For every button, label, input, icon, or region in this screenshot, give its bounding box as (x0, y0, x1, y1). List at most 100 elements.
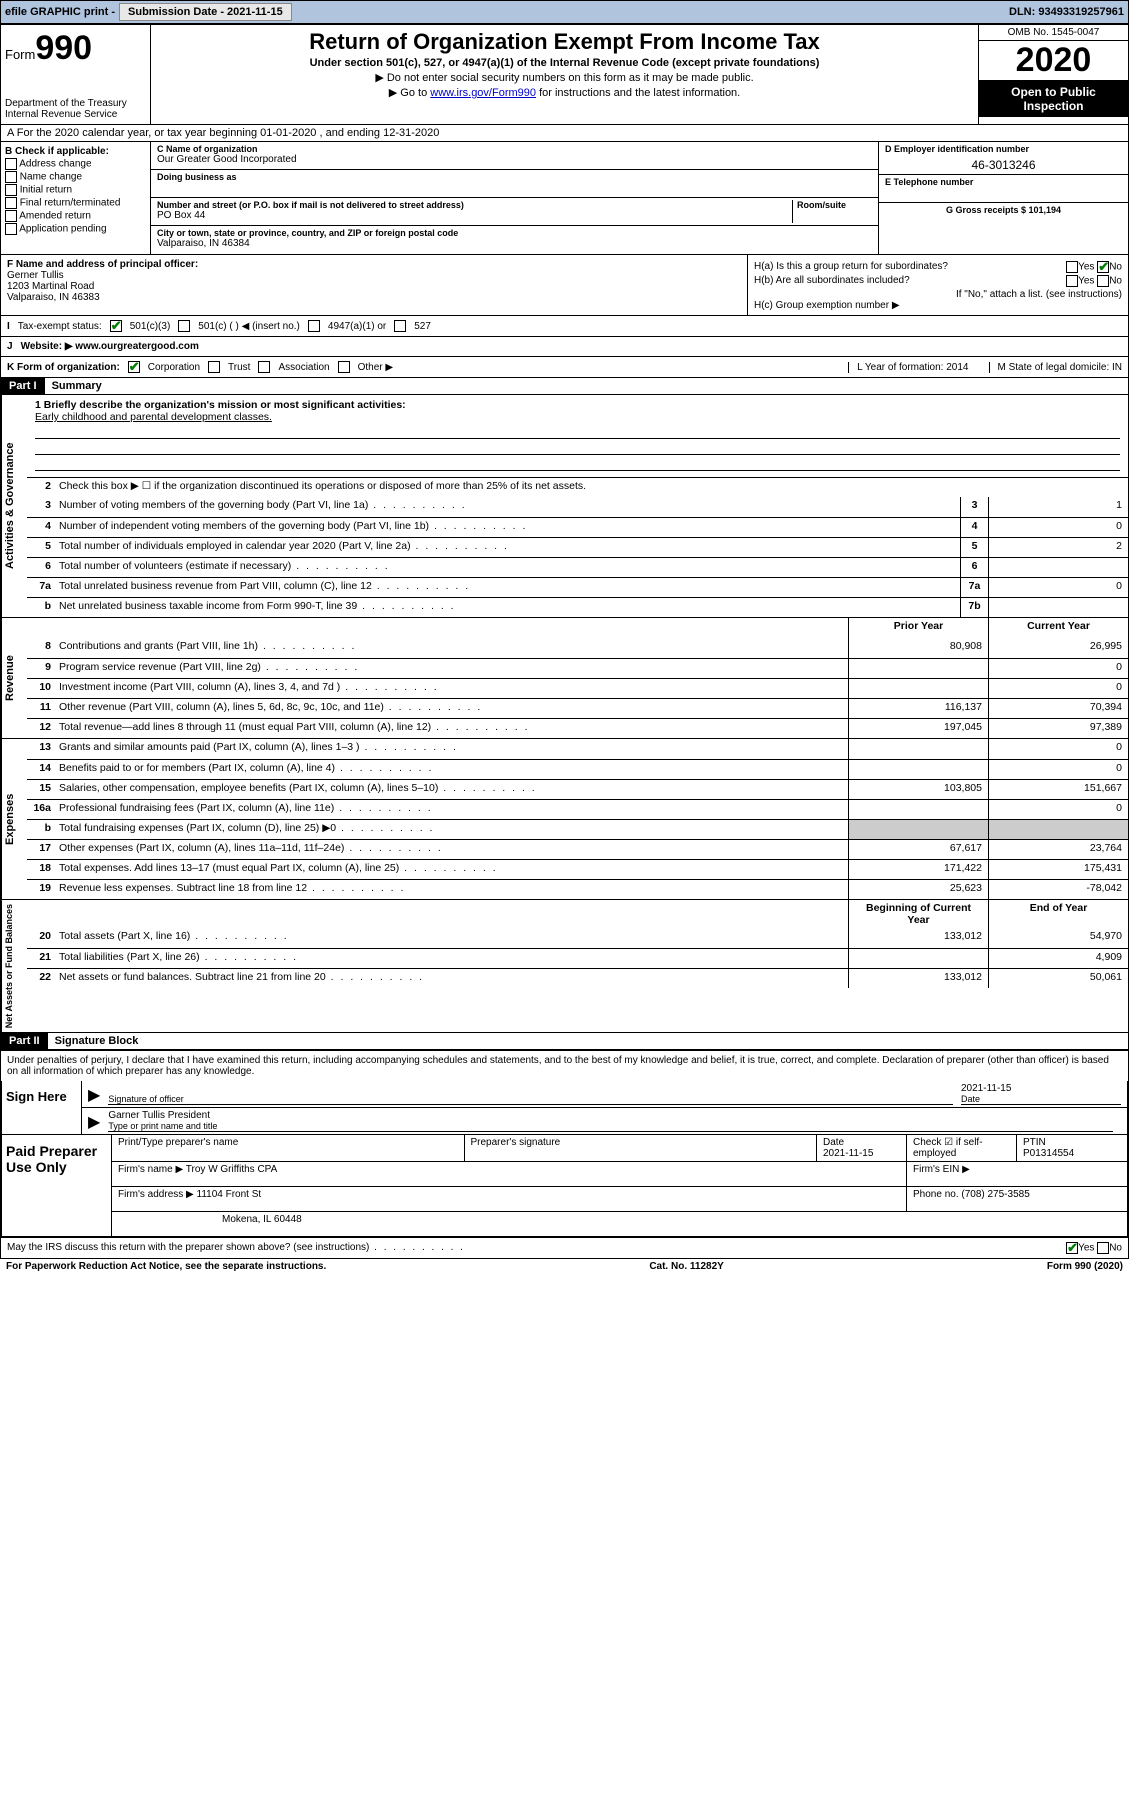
signature-block: Sign Here ▶ Signature of officer 2021-11… (1, 1081, 1128, 1135)
check-4947[interactable] (308, 320, 320, 332)
footer-right: Form 990 (2020) (1047, 1261, 1123, 1272)
year-formation: L Year of formation: 2014 (848, 362, 968, 373)
col-end: End of Year (988, 900, 1128, 928)
section-expenses-label: Expenses (1, 739, 27, 899)
summary-line: 9Program service revenue (Part VIII, lin… (27, 658, 1128, 678)
discuss-no[interactable] (1097, 1242, 1109, 1254)
box-d-e-g: D Employer identification number 46-3013… (878, 142, 1128, 254)
firm-city: Mokena, IL 60448 (112, 1212, 1127, 1236)
city: Valparaiso, IN 46384 (157, 238, 872, 249)
org-name: Our Greater Good Incorporated (157, 154, 872, 165)
form-subtitle: Under section 501(c), 527, or 4947(a)(1)… (159, 57, 970, 69)
officer-name: Gerner Tullis (7, 270, 741, 281)
prep-date: Date 2021-11-15 (817, 1135, 907, 1161)
j-label: J (7, 341, 13, 352)
footer-left: For Paperwork Reduction Act Notice, see … (6, 1261, 326, 1272)
summary-line: 7aTotal unrelated business revenue from … (27, 577, 1128, 597)
ha-yes[interactable] (1066, 261, 1078, 273)
dba-label: Doing business as (157, 172, 872, 182)
check-501c3[interactable] (110, 320, 122, 332)
page-footer: For Paperwork Reduction Act Notice, see … (0, 1259, 1129, 1274)
dept-label: Department of the Treasury Internal Reve… (5, 98, 146, 120)
summary-line: 13Grants and similar amounts paid (Part … (27, 739, 1128, 759)
row-i: I Tax-exempt status: 501(c)(3) 501(c) ( … (1, 316, 1128, 337)
check-corp[interactable] (128, 361, 140, 373)
check-assoc[interactable] (258, 361, 270, 373)
hb-no[interactable] (1097, 275, 1109, 287)
summary-line: 10Investment income (Part VIII, column (… (27, 678, 1128, 698)
summary-line: 6Total number of volunteers (estimate if… (27, 557, 1128, 577)
public-inspection: Open to Public Inspection (979, 81, 1128, 117)
city-label: City or town, state or province, country… (157, 228, 872, 238)
row-a-tax-year: A For the 2020 calendar year, or tax yea… (1, 125, 1128, 142)
check-501c[interactable] (178, 320, 190, 332)
gross-receipts: G Gross receipts $ 101,194 (946, 205, 1061, 215)
ha-no[interactable] (1097, 261, 1109, 273)
summary-line: 4Number of independent voting members of… (27, 517, 1128, 537)
check-pending[interactable] (5, 223, 17, 235)
firm-addr: 11104 Front St (197, 1189, 262, 1200)
sig-name-label: Type or print name and title (108, 1121, 1113, 1131)
footer-mid: Cat. No. 11282Y (649, 1261, 723, 1272)
part1-title: Summary (48, 380, 102, 392)
prep-ptin: PTIN P01314554 (1017, 1135, 1127, 1161)
org-name-label: C Name of organization (157, 144, 872, 154)
check-amended[interactable] (5, 210, 17, 222)
summary-line: 19Revenue less expenses. Subtract line 1… (27, 879, 1128, 899)
summary-line: 3Number of voting members of the governi… (27, 497, 1128, 517)
sig-date: 2021-11-15 (961, 1083, 1121, 1094)
check-address-change[interactable] (5, 158, 17, 170)
header-right-box: OMB No. 1545-0047 2020 Open to Public In… (978, 25, 1128, 124)
summary-line: bNet unrelated business taxable income f… (27, 597, 1128, 617)
check-trust[interactable] (208, 361, 220, 373)
summary-line: 5Total number of individuals employed in… (27, 537, 1128, 557)
summary-line: 8Contributions and grants (Part VIII, li… (27, 638, 1128, 658)
website: Website: ▶ www.ourgreatergood.com (21, 341, 199, 352)
arrow-icon: ▶ (88, 1085, 100, 1105)
sig-name: Garner Tullis President (108, 1110, 1113, 1121)
firm-phone: Phone no. (708) 275-3585 (907, 1187, 1127, 1211)
col-beginning: Beginning of Current Year (848, 900, 988, 928)
prep-sig-label: Preparer's signature (465, 1135, 818, 1161)
summary-line: 14Benefits paid to or for members (Part … (27, 759, 1128, 779)
form-title-box: Return of Organization Exempt From Incom… (151, 25, 978, 124)
check-other[interactable] (338, 361, 350, 373)
summary-line: 15Salaries, other compensation, employee… (27, 779, 1128, 799)
col-prior: Prior Year (848, 618, 988, 638)
discuss-yes[interactable] (1066, 1242, 1078, 1254)
tax-year: 2020 (979, 41, 1128, 81)
dln-label: DLN: 93493319257961 (1009, 6, 1124, 18)
form-number: 990 (35, 29, 92, 67)
hb-yes[interactable] (1066, 275, 1078, 287)
irs-link[interactable]: www.irs.gov/Form990 (430, 87, 536, 99)
ein-label: D Employer identification number (885, 144, 1122, 154)
hc-label: H(c) Group exemption number ▶ (754, 300, 1122, 311)
firm-ein: Firm's EIN ▶ (907, 1162, 1127, 1186)
part2-title: Signature Block (51, 1035, 139, 1047)
box-h: H(a) Is this a group return for subordin… (748, 255, 1128, 315)
check-name-change[interactable] (5, 171, 17, 183)
summary-line: bTotal fundraising expenses (Part IX, co… (27, 819, 1128, 839)
form-id-box: Form990 Department of the Treasury Inter… (1, 25, 151, 124)
check-527[interactable] (394, 320, 406, 332)
ein: 46-3013246 (885, 158, 1122, 172)
sig-officer-label: Signature of officer (108, 1094, 953, 1104)
room-label: Room/suite (797, 200, 872, 210)
submission-button[interactable]: Submission Date - 2021-11-15 (119, 3, 292, 21)
q2-text: Check this box ▶ ☐ if the organization d… (55, 478, 1128, 497)
summary-line: 12Total revenue—add lines 8 through 11 (… (27, 718, 1128, 738)
q1-value: Early childhood and parental development… (35, 411, 1120, 423)
top-toolbar: efile GRAPHIC print - Submission Date - … (0, 0, 1129, 24)
hb-note: If "No," attach a list. (see instruction… (754, 289, 1122, 300)
summary-line: 22Net assets or fund balances. Subtract … (27, 968, 1128, 988)
part2-header: Part II (1, 1033, 48, 1049)
officer-addr1: 1203 Martinal Road (7, 281, 741, 292)
street: PO Box 44 (157, 210, 792, 221)
phone-label: E Telephone number (885, 177, 1122, 187)
officer-label: F Name and address of principal officer: (7, 259, 741, 270)
check-final-return[interactable] (5, 197, 17, 209)
summary-line: 17Other expenses (Part IX, column (A), l… (27, 839, 1128, 859)
check-initial-return[interactable] (5, 184, 17, 196)
firm-name: Troy W Griffiths CPA (186, 1164, 278, 1175)
efile-label: efile GRAPHIC print - (5, 6, 115, 18)
